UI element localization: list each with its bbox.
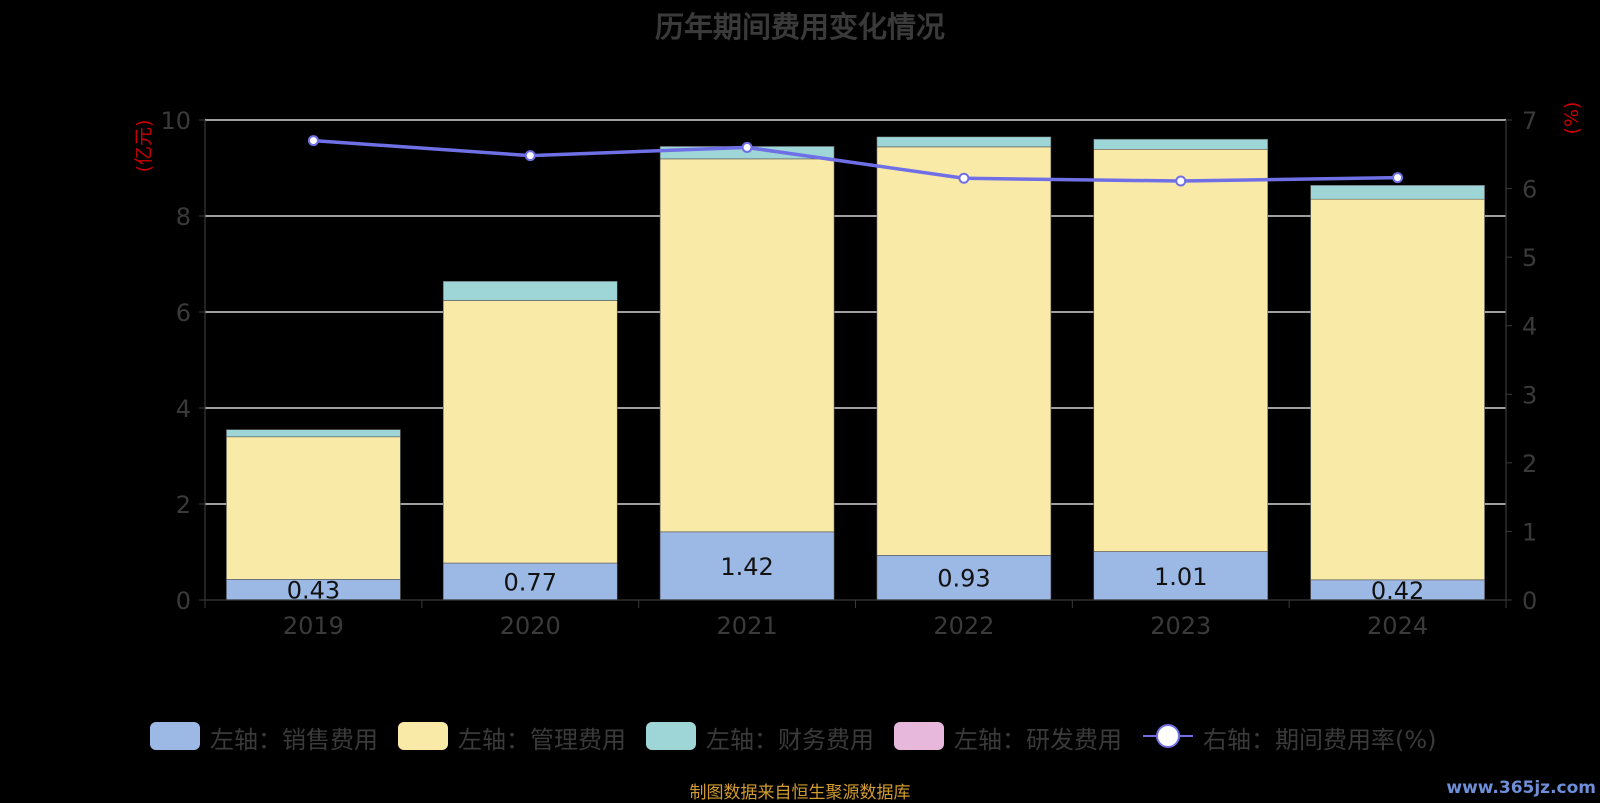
legend-label-expense-rate: 右轴：期间费用率(%): [1203, 726, 1437, 754]
bar-data-label: 0.43: [287, 577, 340, 605]
bar-segment: [442, 300, 618, 564]
bar-segment: [659, 158, 835, 533]
x-axis-tick-label: 2022: [933, 612, 994, 640]
x-axis-tick-label: 2020: [500, 612, 561, 640]
bar-data-label: 0.93: [937, 565, 990, 593]
right-axis-tick-label: 0: [1522, 587, 1537, 615]
bar-segment: [1310, 198, 1485, 581]
expense-rate-point: [1175, 175, 1187, 187]
right-axis-tick-label: 6: [1522, 176, 1537, 204]
bar-segment: [226, 436, 401, 580]
right-axis-title: (%): [1561, 102, 1583, 135]
bar-segment: [1310, 184, 1485, 200]
expense-rate-point: [307, 135, 319, 147]
right-axis-tick-label: 4: [1522, 313, 1537, 341]
right-axis-tick-label: 3: [1522, 381, 1537, 409]
bar-segment: [442, 280, 618, 301]
legend-label-admin: 左轴：管理费用: [458, 726, 626, 754]
legend-label-finance: 左轴：财务费用: [706, 726, 874, 754]
right-axis-tick-label: 5: [1522, 244, 1537, 272]
expense-rate-point: [524, 150, 536, 162]
left-axis-tick-label: 8: [176, 203, 191, 231]
bar-segment: [876, 146, 1052, 556]
bar-segment: [876, 136, 1052, 148]
chart-legend: 左轴：销售费用 左轴：管理费用 左轴：财务费用 左轴：研发费用 右轴：期间费用率…: [0, 716, 1600, 756]
bar-data-label: 0.42: [1371, 577, 1424, 605]
left-axis-tick-label: 10: [160, 107, 191, 135]
bar-layer: [226, 136, 1485, 601]
legend-swatch-admin: [398, 722, 448, 750]
left-axis-tick-label: 0: [176, 587, 191, 615]
expense-rate-line: [313, 138, 1398, 183]
right-axis-tick-label: 1: [1522, 518, 1537, 546]
bar-segment: [226, 429, 401, 438]
legend-label-sales: 左轴：销售费用: [210, 726, 378, 754]
legend-marker-expense-rate: [1156, 724, 1180, 748]
expense-rate-point: [1392, 172, 1404, 184]
right-axis-tick-label: 7: [1522, 107, 1537, 135]
grid-layer: [205, 119, 1506, 505]
x-axis-tick-label: 2023: [1150, 612, 1211, 640]
bar-segment: [1093, 138, 1269, 150]
bar-segment: [659, 531, 835, 601]
left-axis-tick-label: 4: [176, 395, 191, 423]
bar-segment: [876, 555, 1052, 601]
left-axis-title: (亿元): [133, 120, 155, 173]
right-axis-tick-label: 2: [1522, 450, 1537, 478]
bar-segment: [1093, 148, 1269, 552]
chart-plot: 0 2 4 6 8 10 0 1 2 3 4 5 6 7 (亿元) (%) 2019 2020 2021 2022 20…: [133, 102, 1583, 640]
legend-swatch-rd: [894, 722, 944, 750]
bar-data-label: 1.01: [1154, 563, 1207, 591]
x-axis-tick-label: 2024: [1367, 612, 1428, 640]
axis-layer: 0 2 4 6 8 10 0 1 2 3 4 5 6 7 (亿元) (%) 2019 2020 2021 2022 20…: [133, 102, 1583, 640]
line-layer: [307, 135, 1404, 187]
x-axis-tick-label: 2021: [717, 612, 778, 640]
x-axis-tick-label: 2019: [283, 612, 344, 640]
expense-rate-point: [958, 172, 970, 184]
chart-title: 历年期间费用变化情况: [654, 10, 945, 44]
bar-data-label: 1.42: [720, 553, 773, 581]
left-axis-tick-label: 6: [176, 299, 191, 327]
bar-segment: [1093, 551, 1269, 601]
legend-swatch-finance: [646, 722, 696, 750]
site-watermark: www.365jz.com: [1446, 778, 1596, 798]
legend-label-rd: 左轴：研发费用: [954, 726, 1122, 754]
expense-rate-point: [741, 141, 753, 153]
data-source-note: 制图数据来自恒生聚源数据库: [689, 783, 911, 803]
bar-data-label: 0.77: [504, 569, 557, 597]
legend-swatch-sales: [150, 722, 200, 750]
label-layer: 0.43 0.77 1.42 0.93 1.01 0.42: [287, 553, 1425, 605]
bar-segment: [442, 562, 618, 601]
left-axis-tick-label: 2: [176, 491, 191, 519]
